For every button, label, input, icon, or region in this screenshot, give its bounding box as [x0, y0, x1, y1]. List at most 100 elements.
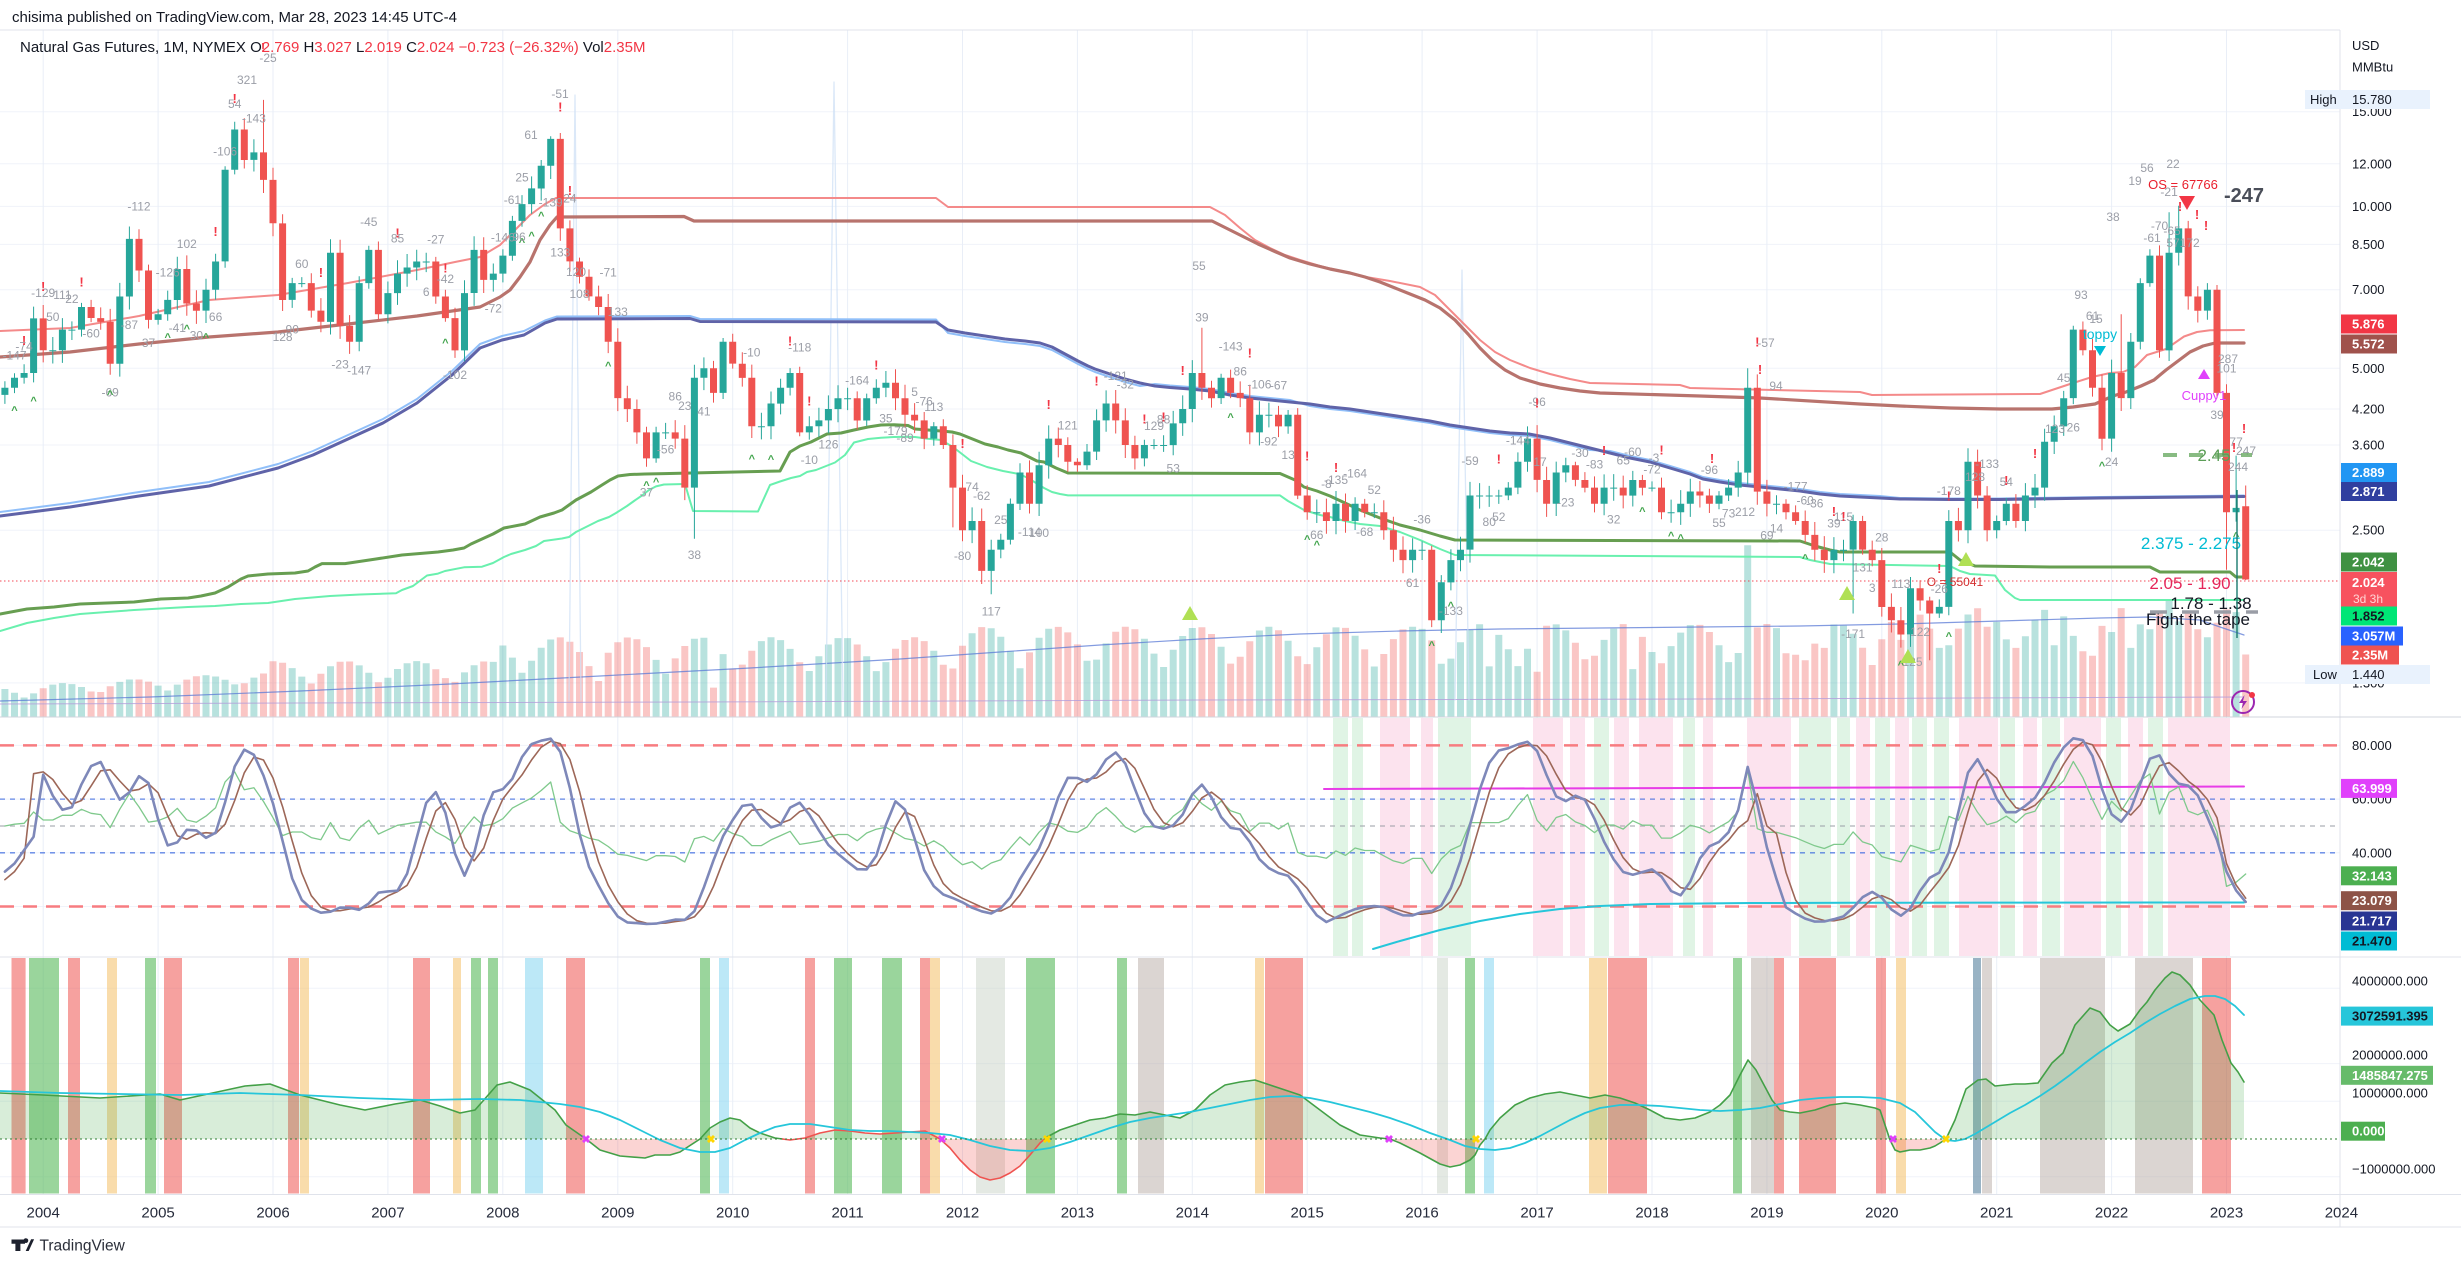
- svg-text:2.35M: 2.35M: [2352, 648, 2388, 663]
- svg-text:2.042: 2.042: [2352, 555, 2385, 570]
- svg-text:-41: -41: [169, 321, 187, 335]
- svg-text:32: 32: [1607, 513, 1621, 527]
- svg-text:80: 80: [1483, 515, 1497, 529]
- svg-text:^: ^: [528, 231, 535, 243]
- svg-text:25: 25: [994, 513, 1008, 527]
- svg-text:!: !: [2033, 446, 2037, 461]
- svg-text:21.717: 21.717: [2352, 914, 2392, 929]
- svg-text:-147: -147: [2, 349, 26, 363]
- svg-text:2.024: 2.024: [2352, 575, 2385, 590]
- svg-text:-71: -71: [600, 266, 618, 280]
- svg-text:!: !: [1947, 489, 1951, 504]
- svg-text:!: !: [443, 261, 447, 276]
- svg-text:Low: Low: [2313, 667, 2337, 682]
- svg-text:-70: -70: [2151, 219, 2169, 233]
- svg-text:60: 60: [295, 257, 309, 271]
- svg-text:^: ^: [30, 395, 37, 407]
- svg-text:✖: ✖: [937, 1134, 946, 1146]
- svg-text:131: 131: [1853, 560, 1873, 574]
- svg-text:73: 73: [1722, 507, 1736, 521]
- svg-text:35: 35: [879, 411, 893, 425]
- svg-text:45: 45: [2057, 371, 2071, 385]
- svg-text:3d 3h: 3d 3h: [2353, 592, 2383, 606]
- svg-text:3.057M: 3.057M: [2352, 629, 2395, 644]
- svg-text:-133: -133: [1975, 457, 1999, 471]
- svg-text:-3: -3: [1649, 451, 1660, 465]
- svg-text:^: ^: [2099, 461, 2106, 473]
- svg-text:2.375 - 2.275: 2.375 - 2.275: [2141, 534, 2241, 553]
- svg-text:2.871: 2.871: [2352, 484, 2385, 499]
- svg-text:-83: -83: [1586, 458, 1604, 472]
- svg-text:2013: 2013: [1061, 1205, 1094, 1222]
- svg-text:50: 50: [46, 310, 60, 324]
- svg-text:57172: 57172: [2166, 236, 2200, 250]
- svg-text:-147: -147: [347, 364, 371, 378]
- svg-text:!: !: [2204, 218, 2208, 233]
- svg-text:2.05 - 1.90: 2.05 - 1.90: [2149, 574, 2230, 593]
- svg-text:8.500: 8.500: [2352, 237, 2385, 252]
- svg-text:-36: -36: [1413, 512, 1431, 526]
- svg-text:40.000: 40.000: [2352, 845, 2392, 860]
- svg-text:113: 113: [1891, 577, 1910, 591]
- svg-text:-60: -60: [1797, 494, 1815, 508]
- svg-text:63.999: 63.999: [2352, 781, 2392, 796]
- svg-text:!: !: [319, 265, 323, 280]
- svg-text:2017: 2017: [1520, 1205, 1553, 1222]
- svg-text:39: 39: [2210, 408, 2224, 422]
- svg-text:^: ^: [605, 360, 612, 372]
- svg-text:-30: -30: [1571, 446, 1589, 460]
- svg-text:2019: 2019: [1750, 1205, 1783, 1222]
- svg-text:^: ^: [184, 324, 191, 336]
- svg-text:-178: -178: [1937, 484, 1961, 498]
- svg-text:2007: 2007: [371, 1205, 404, 1222]
- svg-text:✖: ✖: [1471, 1134, 1480, 1146]
- svg-text:3: 3: [1869, 581, 1876, 595]
- svg-text:2000000.000: 2000000.000: [2352, 1048, 2428, 1063]
- svg-text:!: !: [395, 225, 399, 240]
- svg-text:-247: -247: [2224, 185, 2264, 207]
- svg-text:2016: 2016: [1405, 1205, 1438, 1222]
- svg-text:!: !: [2195, 207, 2199, 222]
- svg-text:56: 56: [2140, 161, 2154, 175]
- svg-text:-69: -69: [102, 385, 120, 399]
- svg-text:-146: -146: [491, 230, 515, 244]
- svg-text:55: 55: [1712, 516, 1726, 530]
- svg-text:26: 26: [2067, 420, 2081, 434]
- svg-text:1485847.275: 1485847.275: [2352, 1068, 2428, 1083]
- svg-text:2021: 2021: [1980, 1205, 2013, 1222]
- svg-text:-36: -36: [1806, 496, 1824, 510]
- svg-text:^: ^: [164, 332, 171, 344]
- svg-text:5.572: 5.572: [2352, 337, 2385, 352]
- svg-text:5: 5: [911, 385, 918, 399]
- svg-text:!: !: [807, 393, 811, 408]
- svg-text:-177: -177: [1784, 480, 1808, 494]
- svg-text:-96: -96: [1701, 463, 1719, 477]
- svg-text:!: !: [1497, 452, 1501, 467]
- svg-text:-60: -60: [1624, 445, 1642, 459]
- svg-text:2006: 2006: [256, 1205, 289, 1222]
- svg-text:19: 19: [2128, 174, 2142, 188]
- svg-text:12.000: 12.000: [2352, 156, 2392, 171]
- svg-text:14: 14: [1770, 521, 1784, 535]
- svg-text:115: 115: [1834, 510, 1853, 524]
- svg-text:^: ^: [442, 338, 449, 350]
- svg-text:Natural Gas Futures, 1M, NYMEX: Natural Gas Futures, 1M, NYMEX O2.769 H3…: [20, 39, 645, 56]
- svg-text:^: ^: [653, 477, 660, 489]
- svg-text:-61: -61: [504, 193, 522, 207]
- svg-text:-102: -102: [443, 368, 467, 382]
- svg-text:!: !: [1659, 443, 1663, 458]
- svg-text:chisima published on TradingVi: chisima published on TradingView.com, Ma…: [12, 9, 457, 26]
- svg-text:-10: -10: [743, 346, 761, 360]
- svg-text:39: 39: [1195, 310, 1209, 324]
- svg-text:61: 61: [1406, 576, 1420, 590]
- svg-text:!: !: [41, 279, 45, 294]
- svg-text:2018: 2018: [1635, 1205, 1668, 1222]
- svg-text:^: ^: [1946, 631, 1953, 643]
- svg-text:-10: -10: [801, 453, 819, 467]
- svg-text:32.143: 32.143: [2352, 868, 2392, 883]
- svg-text:!: !: [1841, 509, 1845, 524]
- svg-text:!: !: [1755, 335, 1759, 350]
- svg-text:61: 61: [2086, 309, 2100, 323]
- svg-text:!: !: [1161, 409, 1165, 424]
- svg-text:122: 122: [1910, 625, 1930, 639]
